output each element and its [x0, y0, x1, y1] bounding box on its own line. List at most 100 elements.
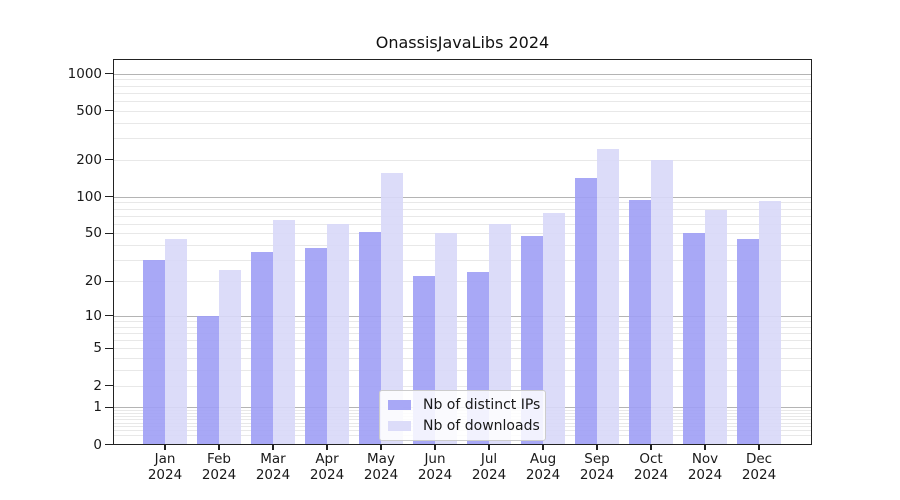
minor-gridline [114, 92, 811, 94]
x-tick-mark [326, 445, 328, 450]
bar-downloads-2 [273, 219, 295, 444]
minor-gridline [114, 110, 811, 112]
y-tick-mark [105, 347, 113, 349]
y-tick-mark [105, 384, 113, 387]
legend-swatch-distinct-ips [388, 400, 411, 410]
minor-gridline [114, 332, 811, 334]
x-tick-mark [380, 445, 382, 450]
bar-downloads-11 [759, 200, 781, 444]
minor-gridline [114, 233, 811, 235]
x-tick-mark [218, 445, 220, 450]
x-tick-label: May 2024 [363, 451, 399, 483]
bar-downloads-7 [543, 212, 565, 444]
x-tick-mark [542, 445, 544, 450]
minor-gridline [114, 208, 811, 210]
minor-gridline [114, 348, 811, 350]
x-tick-mark [596, 445, 598, 450]
major-gridline [114, 73, 811, 75]
minor-gridline [114, 358, 811, 360]
minor-gridline [114, 245, 811, 247]
x-tick-mark [164, 445, 166, 450]
bar-distinct-ips-8 [575, 177, 597, 444]
legend: Nb of distinct IPs Nb of downloads [379, 390, 546, 441]
minor-gridline [114, 340, 811, 341]
minor-gridline [114, 159, 811, 161]
minor-gridline [114, 122, 811, 124]
legend-label-downloads: Nb of downloads [423, 418, 540, 434]
y-tick-label: 2 [93, 377, 102, 394]
bar-downloads-8 [597, 149, 619, 444]
minor-gridline [114, 85, 811, 87]
y-tick-label: 5 [93, 340, 102, 357]
y-tick-mark [105, 196, 113, 198]
legend-item-distinct-ips: Nb of distinct IPs [388, 397, 541, 413]
x-tick-label: Oct 2024 [633, 451, 669, 483]
bar-distinct-ips-1 [197, 315, 219, 444]
y-tick-label: 1 [93, 399, 102, 416]
y-tick-label: 200 [76, 151, 102, 168]
x-tick-mark [758, 445, 760, 450]
minor-gridline [114, 326, 811, 328]
minor-gridline [114, 370, 811, 372]
y-tick-label: 500 [76, 102, 102, 119]
bar-distinct-ips-10 [683, 233, 705, 444]
x-tick-label: Sep 2024 [579, 451, 615, 483]
bar-downloads-9 [651, 159, 673, 444]
minor-gridline [114, 101, 811, 102]
y-tick-mark [105, 159, 113, 161]
x-tick-mark [650, 445, 652, 450]
bar-distinct-ips-0 [143, 260, 165, 444]
x-tick-label: Aug 2024 [525, 451, 561, 483]
x-tick-mark [488, 445, 490, 450]
minor-gridline [114, 215, 811, 217]
x-tick-label: Dec 2024 [741, 451, 777, 483]
plot-area: Nb of distinct IPs Nb of downloads [113, 59, 812, 445]
x-tick-label: Apr 2024 [309, 451, 345, 483]
minor-gridline [114, 138, 811, 140]
x-tick-mark [272, 445, 274, 450]
bar-distinct-ips-4 [359, 232, 381, 444]
x-tick-label: Feb 2024 [201, 451, 237, 483]
y-tick-mark [105, 315, 113, 317]
x-tick-mark [434, 445, 436, 450]
bar-distinct-ips-11 [737, 239, 759, 444]
bar-downloads-1 [219, 269, 241, 444]
bar-downloads-6 [489, 223, 511, 444]
x-tick-label: Jan 2024 [147, 451, 183, 483]
minor-gridline [114, 223, 811, 225]
major-gridline [114, 315, 811, 317]
y-tick-label: 50 [84, 225, 102, 242]
minor-gridline [114, 202, 811, 204]
y-tick-mark [105, 406, 113, 408]
y-tick-mark [105, 280, 113, 282]
major-gridline [114, 196, 811, 198]
bar-distinct-ips-3 [305, 247, 327, 444]
bar-downloads-3 [327, 223, 349, 444]
y-tick-label: 100 [76, 188, 102, 205]
bar-distinct-ips-9 [629, 199, 651, 444]
minor-gridline [114, 79, 811, 81]
bar-downloads-10 [705, 210, 727, 444]
minor-gridline [114, 320, 811, 322]
bar-distinct-ips-2 [251, 252, 273, 444]
y-tick-label: 0 [93, 436, 102, 453]
chart-title: OnassisJavaLibs 2024 [375, 33, 550, 52]
x-tick-label: Jun 2024 [417, 451, 453, 483]
y-tick-mark [105, 73, 113, 75]
minor-gridline [114, 281, 811, 283]
y-tick-mark [105, 232, 113, 234]
legend-label-distinct-ips: Nb of distinct IPs [423, 397, 541, 413]
legend-swatch-downloads [388, 421, 411, 431]
y-tick-mark [105, 110, 113, 112]
x-tick-label: Nov 2024 [687, 451, 723, 483]
bar-downloads-0 [165, 239, 187, 444]
bar-downloads-4 [381, 173, 403, 444]
minor-gridline [114, 260, 811, 262]
x-tick-label: Jul 2024 [471, 451, 507, 483]
y-tick-label: 10 [84, 307, 102, 324]
legend-item-downloads: Nb of downloads [388, 418, 540, 434]
y-tick-label: 1000 [67, 65, 102, 82]
y-tick-label: 20 [84, 273, 102, 290]
minor-gridline [114, 385, 811, 387]
